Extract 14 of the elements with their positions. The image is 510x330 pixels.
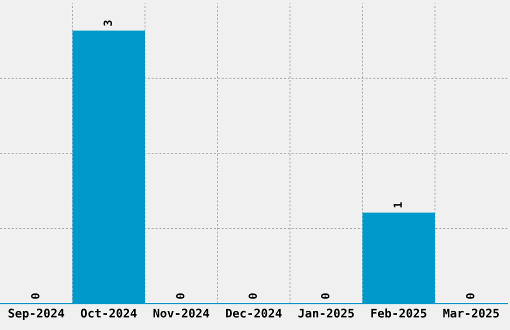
- data-label: 0: [176, 293, 184, 299]
- x-tick-label: Feb-2025: [371, 308, 426, 318]
- data-label: 0: [466, 293, 474, 299]
- data-label: 3: [104, 20, 112, 26]
- data-label: 0: [321, 293, 330, 299]
- x-tick-label: Jan-2025: [298, 308, 354, 318]
- x-tick-label: Nov-2024: [153, 308, 210, 318]
- data-label: 0: [31, 293, 40, 299]
- data-label: 1: [394, 202, 402, 208]
- x-tick-label: Sep-2024: [8, 308, 64, 320]
- x-tick-label: Mar-2025: [443, 308, 499, 318]
- data-label: 0: [248, 293, 257, 299]
- x-tick-label: Dec-2024: [226, 308, 282, 318]
- x-tick-label: Oct-2024: [80, 308, 137, 318]
